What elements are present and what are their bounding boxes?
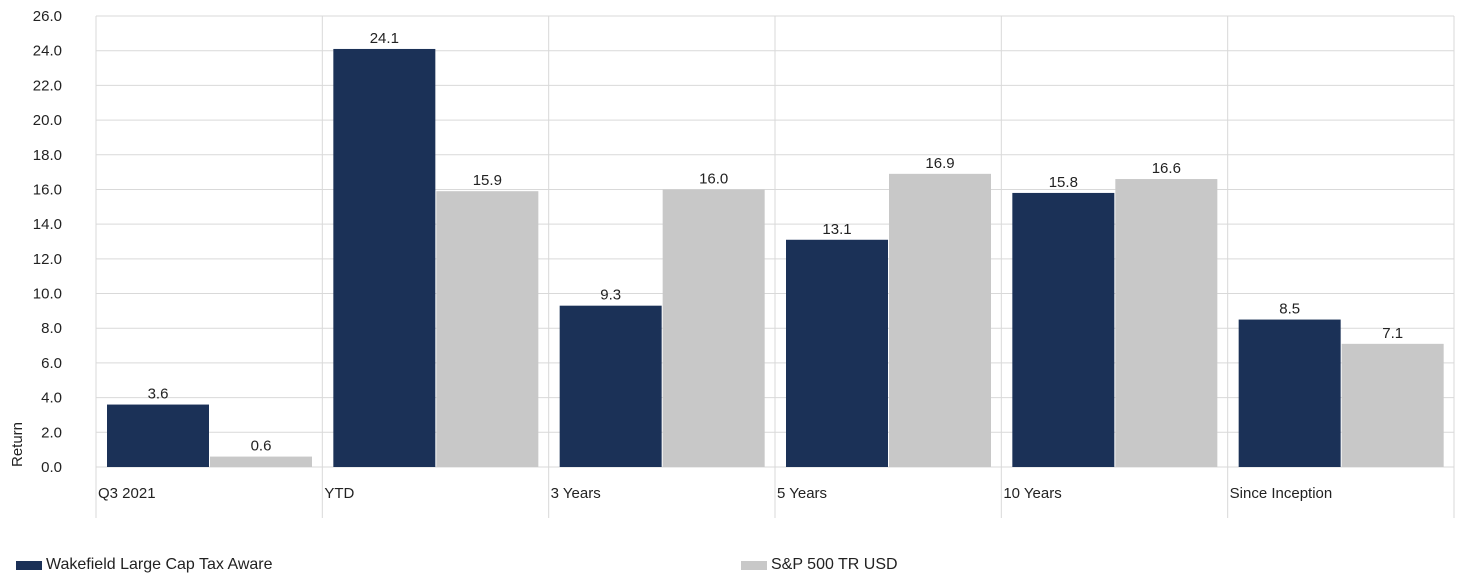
- data-label: 7.1: [1382, 325, 1403, 342]
- legend-label-series-1: Wakefield Large Cap Tax Aware: [46, 556, 273, 573]
- data-label: 3.6: [148, 386, 169, 403]
- bar-series-2: [1341, 343, 1444, 467]
- bar-series-2: [889, 173, 991, 467]
- y-axis-label: Return: [9, 422, 26, 467]
- y-tick-label: 4.0: [41, 390, 62, 407]
- y-tick-label: 10.0: [33, 286, 62, 303]
- y-tick-label: 16.0: [33, 181, 62, 198]
- bar-series-2: [210, 456, 312, 467]
- y-tick-label: 14.0: [33, 216, 62, 233]
- data-label: 15.9: [473, 172, 502, 189]
- bar-series-2: [1115, 179, 1218, 468]
- y-tick-label: 26.0: [33, 8, 62, 25]
- y-tick-label: 22.0: [33, 77, 62, 94]
- bar-series-2: [436, 191, 539, 467]
- data-label: 0.6: [251, 438, 272, 455]
- x-tick-label: YTD: [324, 485, 354, 502]
- data-label: 8.5: [1279, 301, 1300, 318]
- legend-label-series-2: S&P 500 TR USD: [771, 556, 898, 573]
- y-tick-label: 2.0: [41, 424, 62, 441]
- data-label: 13.1: [822, 221, 851, 238]
- legend-swatch-series-1: [16, 560, 42, 570]
- data-label: 15.8: [1049, 174, 1078, 191]
- legend-item-series-1: Wakefield Large Cap Tax Aware: [16, 556, 273, 574]
- y-tick-label: 8.0: [41, 320, 62, 337]
- x-tick-label: 3 Years: [551, 485, 601, 502]
- y-tick-label: 24.0: [33, 43, 62, 60]
- data-label: 24.1: [370, 30, 399, 47]
- data-label: 16.6: [1152, 160, 1181, 177]
- bar-series-1: [786, 239, 888, 467]
- bar-series-1: [1238, 319, 1341, 467]
- data-label: 9.3: [600, 287, 621, 304]
- y-tick-label: 6.0: [41, 355, 62, 372]
- x-tick-label: Q3 2021: [98, 485, 156, 502]
- y-tick-label: 20.0: [33, 112, 62, 129]
- data-label: 16.0: [699, 170, 728, 187]
- x-tick-label: Since Inception: [1230, 485, 1333, 502]
- data-label: 16.9: [925, 155, 954, 172]
- x-tick-label: 10 Years: [1003, 485, 1061, 502]
- legend-swatch-series-2: [741, 560, 767, 570]
- legend-item-series-2: S&P 500 TR USD: [741, 556, 898, 574]
- bar-series-1: [559, 305, 662, 467]
- bar-series-1: [107, 404, 209, 467]
- y-tick-label: 18.0: [33, 147, 62, 164]
- y-tick-label: 0.0: [41, 459, 62, 476]
- bar-series-2: [662, 189, 765, 467]
- x-tick-label: 5 Years: [777, 485, 827, 502]
- bar-series-1: [333, 48, 436, 467]
- y-tick-label: 12.0: [33, 251, 62, 268]
- bar-series-1: [1012, 192, 1115, 467]
